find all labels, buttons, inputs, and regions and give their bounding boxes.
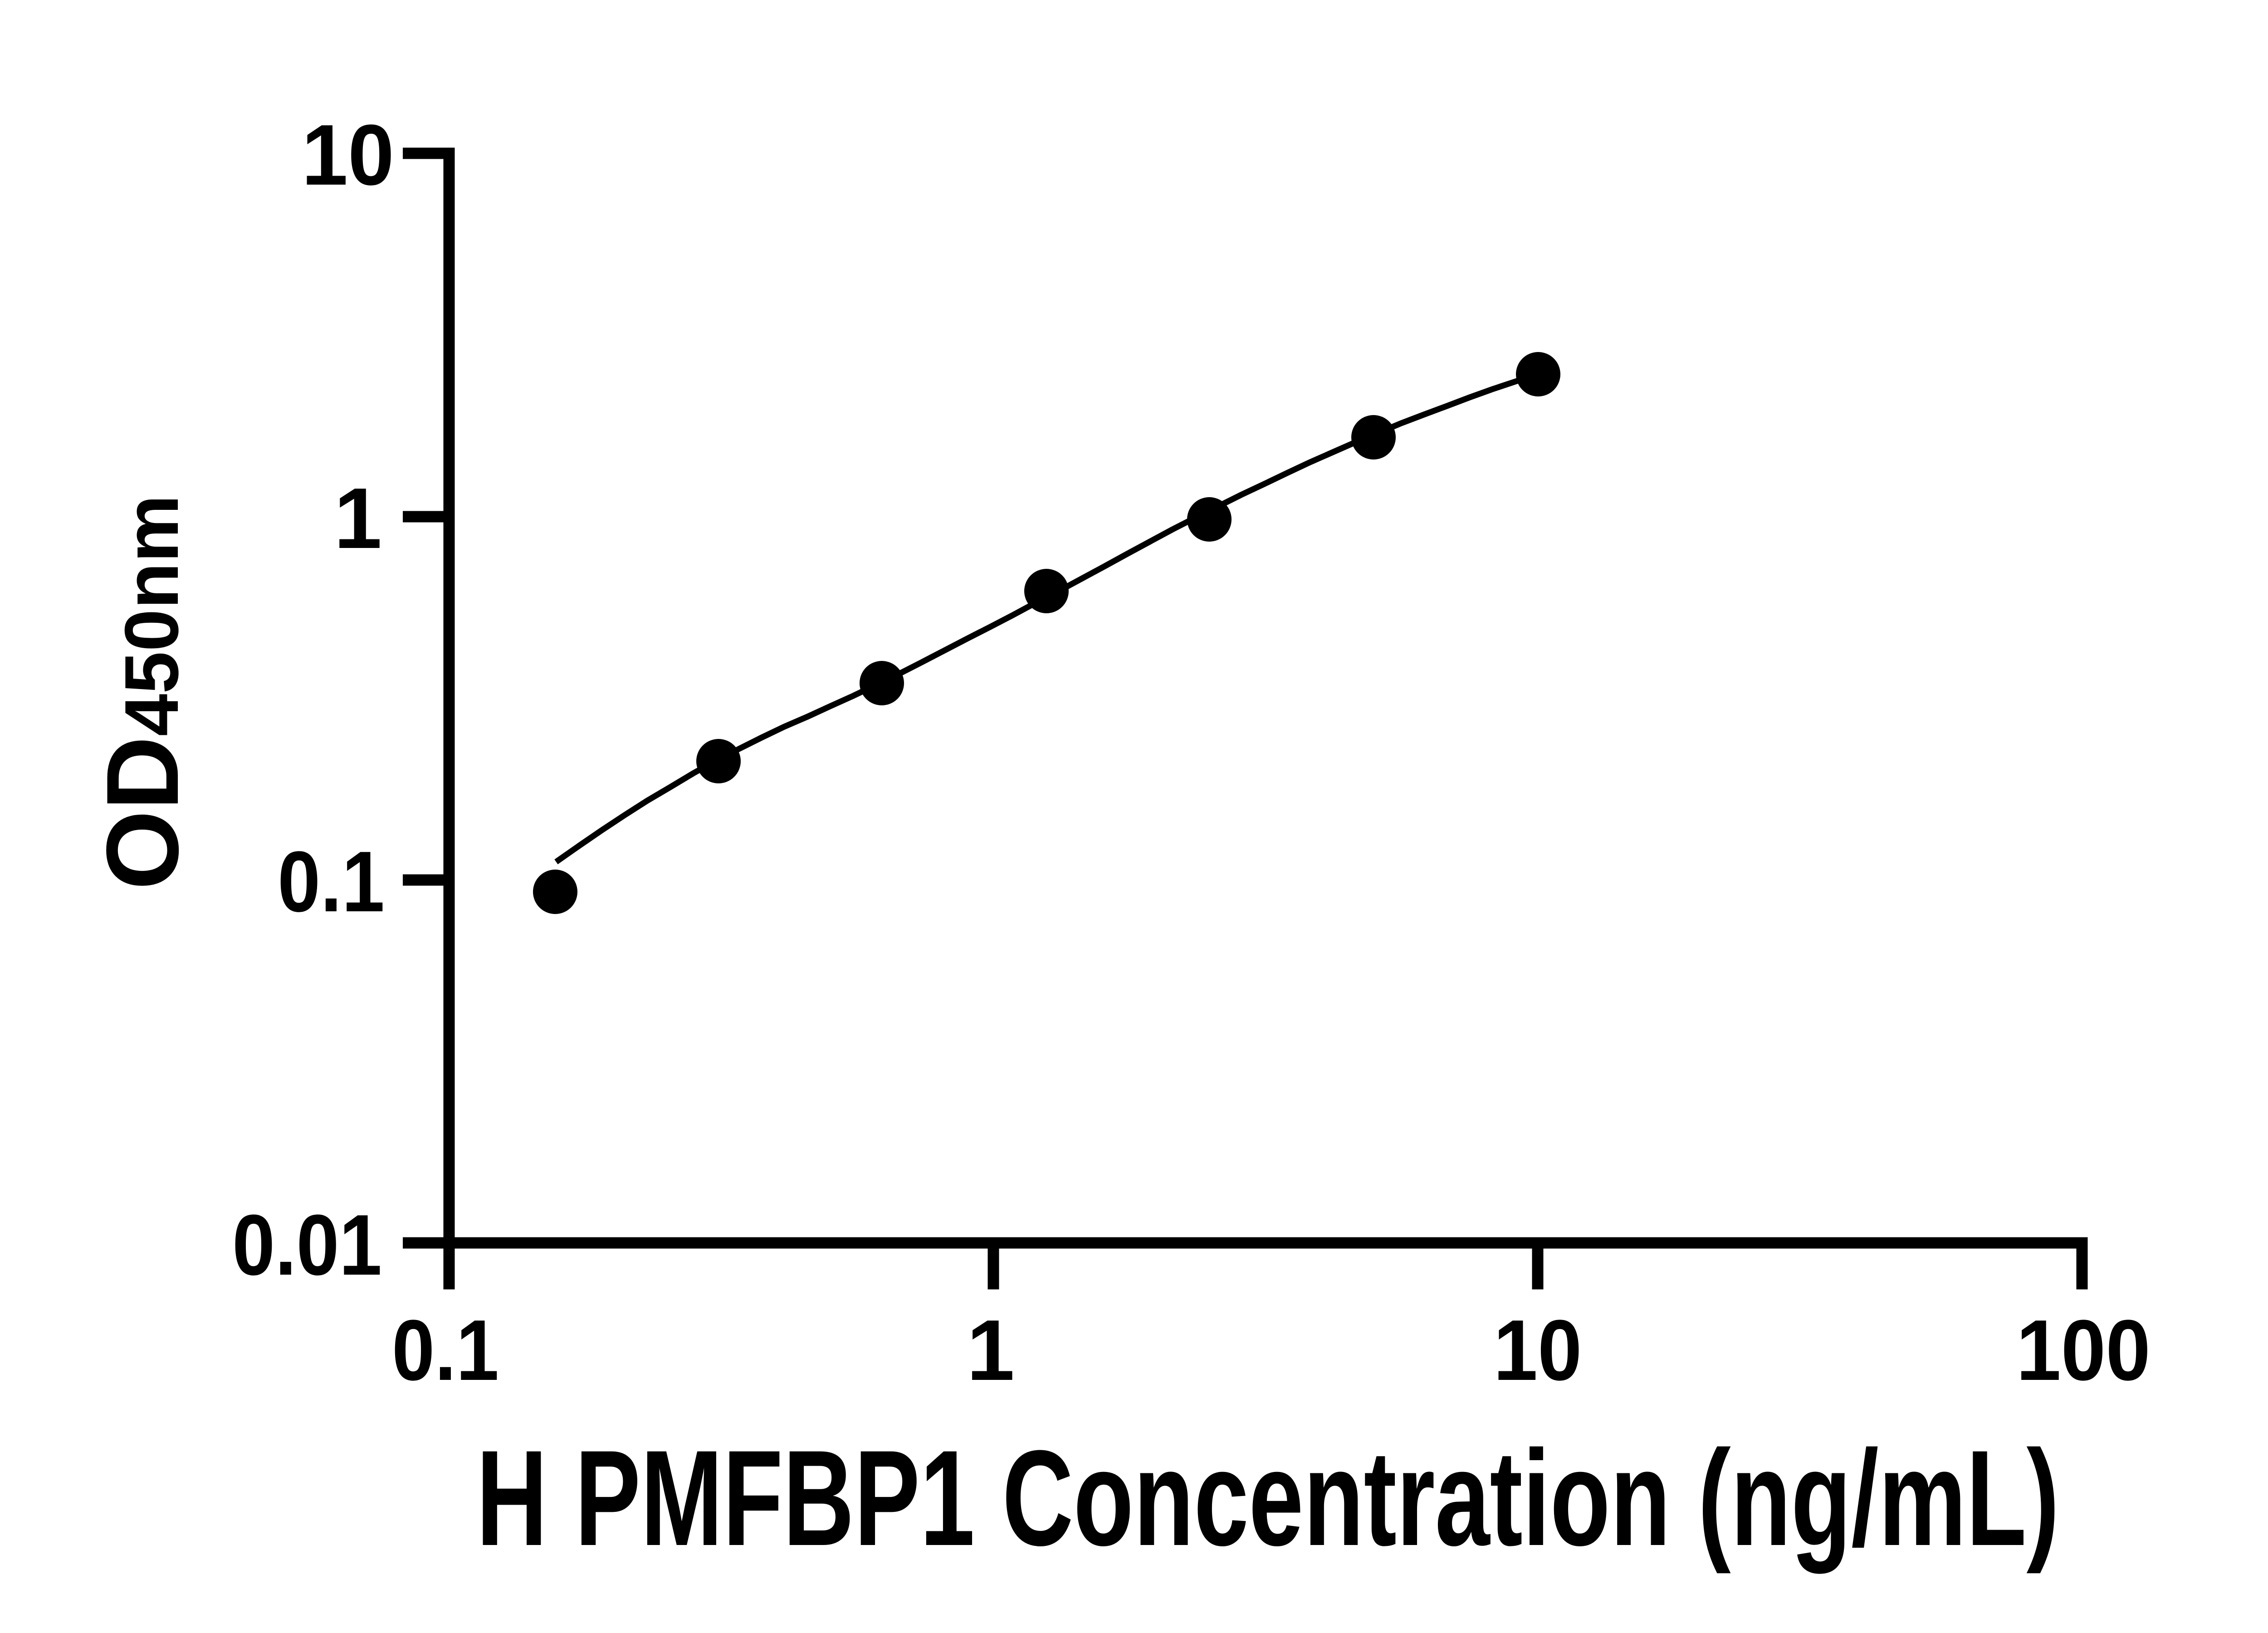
svg-text:0.1: 0.1 — [392, 1302, 499, 1398]
svg-text:0.1: 0.1 — [278, 834, 385, 930]
svg-text:0.01: 0.01 — [232, 1197, 382, 1293]
svg-text:10: 10 — [302, 107, 394, 203]
svg-text:10: 10 — [1494, 1302, 1582, 1398]
svg-text:1: 1 — [967, 1302, 1015, 1398]
svg-text:100: 100 — [2016, 1302, 2151, 1398]
svg-text:H PMFBP1 Concentration (ng/mL): H PMFBP1 Concentration (ng/mL) — [476, 1422, 2059, 1575]
svg-text:OD450nm: OD450nm — [85, 495, 200, 890]
svg-text:1: 1 — [334, 470, 382, 567]
